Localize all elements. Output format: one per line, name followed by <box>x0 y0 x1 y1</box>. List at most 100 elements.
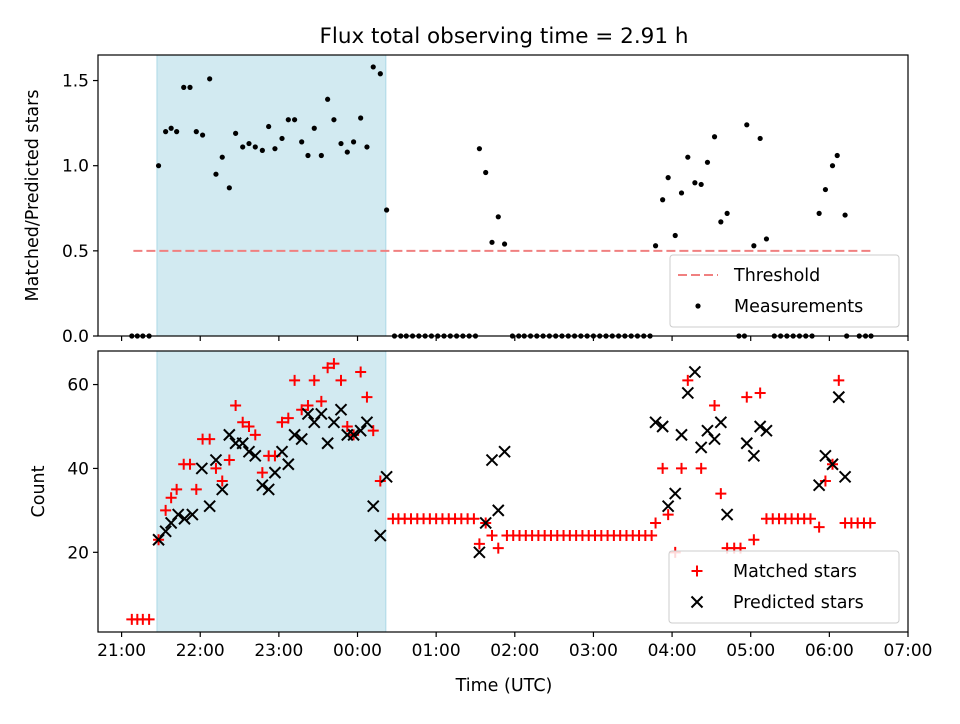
matched-star-point <box>804 513 816 525</box>
x-tick-label: 04:00 <box>648 641 697 661</box>
matched-star-point <box>237 416 249 428</box>
measurement-point <box>305 152 311 159</box>
matched-star-point <box>657 462 669 474</box>
measurement-point <box>660 197 666 203</box>
measurement-point <box>652 243 659 249</box>
matched-star-point <box>709 400 721 412</box>
predicted-star-point <box>492 504 505 517</box>
predicted-star-point <box>708 432 721 446</box>
matched-star-point <box>302 400 314 412</box>
legend-threshold-label: Threshold <box>733 266 820 286</box>
measurement-point <box>495 214 501 220</box>
x-tick-label: 21:00 <box>97 641 146 661</box>
predicted-star-point <box>354 424 367 437</box>
predicted-star-point <box>760 424 773 437</box>
matched-star-point <box>473 538 485 550</box>
measurement-point <box>155 163 162 169</box>
legend-plus-swatch <box>691 565 703 577</box>
legend-x-swatch <box>690 595 704 609</box>
predicted-star-point <box>268 466 282 479</box>
matched-star-point <box>819 475 831 487</box>
measurement-point <box>193 129 199 135</box>
matched-star-point <box>223 454 235 466</box>
matched-star-point <box>813 521 825 533</box>
predicted-star-point <box>275 445 289 458</box>
measurement-point <box>331 117 337 123</box>
x-tick-label: 05:00 <box>726 641 775 661</box>
matched-star-point <box>695 462 707 474</box>
x-tick-label: 06:00 <box>805 641 854 661</box>
predicted-star-point <box>688 365 702 379</box>
x-tick-label: 22:00 <box>176 641 225 661</box>
measurement-point <box>252 144 258 150</box>
matched-star-point <box>374 475 386 487</box>
legend-box <box>668 550 900 624</box>
bottom-panel: 20 40 60 21:00 22:00 23:00 00:00 01:00 02:00 03:0… <box>29 350 933 661</box>
measurement-point <box>344 149 350 155</box>
measurement-point <box>501 241 508 247</box>
predicted-star-point <box>203 499 216 513</box>
x-tick-label: 03:00 <box>569 641 618 661</box>
predicted-star-point <box>720 508 734 521</box>
predicted-star-point <box>242 445 256 458</box>
predicted-star-point <box>832 390 846 404</box>
measurement-point <box>311 125 317 131</box>
measurement-point <box>751 243 757 249</box>
predicted-star-point <box>479 516 492 530</box>
predicted-star-point <box>649 416 662 429</box>
measurement-point <box>698 181 704 188</box>
measurement-point <box>246 140 252 147</box>
predicted-star-point <box>262 483 275 496</box>
predicted-star-point <box>498 445 511 458</box>
measurement-point <box>350 139 357 145</box>
measurement-point <box>489 239 495 245</box>
predicted-star-point <box>694 441 708 454</box>
measurement-point <box>233 130 239 136</box>
measurement-point <box>240 144 246 150</box>
x-tick-label: 07:00 <box>884 641 933 661</box>
measurement-point <box>285 117 291 123</box>
predicted-star-point <box>740 437 753 450</box>
matched-star-point <box>341 420 353 432</box>
predicted-star-point <box>321 437 334 450</box>
matched-star-point <box>282 412 294 424</box>
measurement-point <box>692 180 698 186</box>
predicted-star-point <box>178 512 191 525</box>
measurement-point <box>292 117 298 123</box>
legend: Matched stars Predicted stars <box>668 550 900 624</box>
measurement-point <box>757 135 763 142</box>
measurement-point <box>187 84 193 90</box>
predicted-star-point <box>747 449 761 463</box>
measurement-point <box>829 163 836 169</box>
matched-star-point <box>646 530 658 542</box>
measurement-point <box>272 146 278 152</box>
chart-title: Flux total observing time = 2.91 h <box>320 24 689 49</box>
matched-star-point <box>216 475 228 487</box>
measurement-point <box>476 146 483 152</box>
y-tick-label: 1.0 <box>62 157 89 177</box>
y-tick-label: 40 <box>67 459 89 479</box>
matched-star-point <box>315 395 327 407</box>
predicted-star-point <box>249 449 262 463</box>
measurement-point <box>384 207 390 213</box>
predicted-star-point <box>223 428 236 442</box>
matched-star-point <box>184 458 196 470</box>
matched-star-point <box>715 488 727 500</box>
predicted-star-point <box>485 453 499 467</box>
predicted-star-point <box>367 499 380 513</box>
measurement-point <box>672 232 678 239</box>
matched-star-point <box>143 613 155 625</box>
matched-star-point <box>748 534 760 546</box>
legend: Threshold Measurements <box>669 254 900 328</box>
measurement-point <box>338 140 344 147</box>
y-tick-label: 20 <box>67 543 89 563</box>
predicted-star-point <box>714 416 728 429</box>
matched-star-point <box>322 362 334 374</box>
predicted-star-point <box>172 508 185 521</box>
x-tick-label: 02:00 <box>490 641 539 661</box>
predicted-star-point <box>656 420 669 433</box>
series-measurements <box>129 64 874 339</box>
matched-star-point <box>160 504 172 516</box>
matched-star-point <box>308 374 320 386</box>
